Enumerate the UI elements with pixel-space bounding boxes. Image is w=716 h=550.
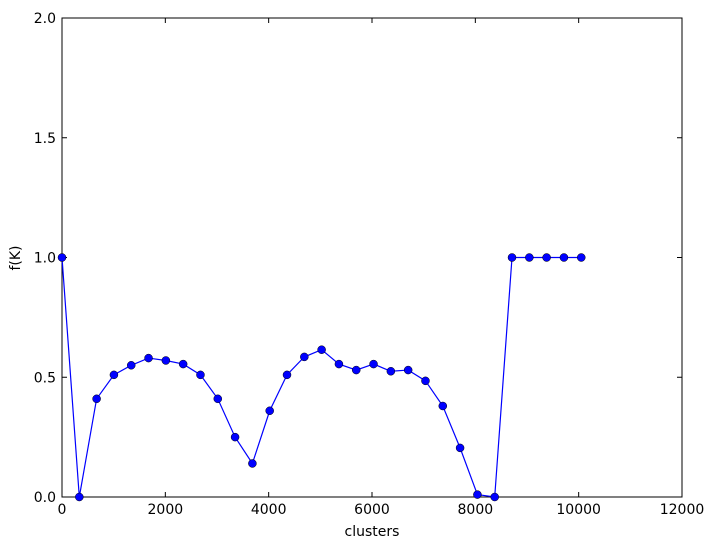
data-point — [559, 253, 569, 262]
x-tick-label: 8000 — [458, 502, 494, 518]
data-point — [542, 253, 551, 262]
data-point — [144, 353, 153, 363]
data-point — [75, 492, 84, 502]
data-point — [507, 253, 517, 262]
x-tick-label: 6000 — [354, 502, 390, 518]
data-point — [351, 365, 361, 375]
y-tick-label: 1.5 — [34, 131, 56, 147]
x-tick-label: 10000 — [556, 502, 601, 518]
x-tick-label: 12000 — [660, 502, 705, 518]
data-point — [455, 443, 465, 453]
y-tick-label: 0.0 — [34, 490, 56, 506]
data-point — [317, 345, 326, 354]
data-point — [282, 370, 292, 380]
data-point — [403, 365, 413, 375]
y-tick-label: 1.0 — [34, 251, 56, 267]
data-line — [61, 256, 582, 498]
data-point — [92, 394, 101, 404]
y-tick-label: 2.0 — [34, 11, 56, 27]
data-point — [386, 367, 396, 376]
data-point — [248, 459, 257, 468]
data-point — [265, 406, 274, 416]
data-point — [196, 370, 205, 380]
y-tick-label: 0.5 — [34, 370, 56, 386]
data-point — [161, 356, 171, 365]
data-point — [473, 490, 482, 499]
data-point — [300, 352, 309, 362]
data-point — [577, 253, 586, 262]
data-point — [421, 376, 430, 386]
plot-frame — [61, 17, 683, 498]
data-point — [490, 492, 499, 502]
x-axis-label: clusters — [345, 524, 400, 540]
x-tick-label: 0 — [58, 502, 67, 518]
data-point — [57, 253, 67, 262]
x-tick-label: 4000 — [251, 502, 287, 518]
y-axis-label: f(K) — [8, 245, 24, 270]
data-point — [369, 359, 378, 369]
x-tick-label: 2000 — [148, 502, 184, 518]
data-point — [334, 359, 344, 369]
data-point — [213, 394, 223, 404]
data-point — [178, 359, 188, 369]
data-point — [126, 361, 136, 370]
data-point — [230, 432, 240, 442]
data-point — [109, 370, 119, 380]
data-point — [525, 253, 534, 262]
data-point — [438, 401, 448, 411]
